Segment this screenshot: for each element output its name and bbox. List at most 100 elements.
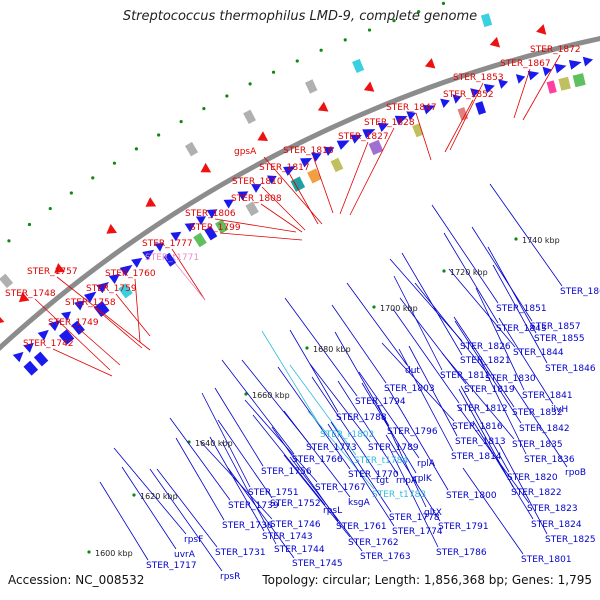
leader-line xyxy=(261,186,306,231)
leader-line xyxy=(221,359,295,455)
forward-gene-label: STER_1812 xyxy=(457,404,508,414)
forward-gene-label: STER_1746 xyxy=(270,520,321,530)
tick-dot xyxy=(225,94,229,98)
leader-line xyxy=(498,317,554,405)
leader-line xyxy=(312,155,334,214)
leader-line xyxy=(201,392,251,488)
forward-gene-arrow xyxy=(483,83,495,94)
forward-gene-label: STER_1774 xyxy=(392,527,443,537)
forward-gene-arrow xyxy=(223,199,235,209)
tick-mark xyxy=(305,346,309,350)
forward-gene-label: STER_1842 xyxy=(519,424,570,434)
leader-line xyxy=(260,203,303,233)
feature-block xyxy=(118,283,133,299)
tick-dot xyxy=(295,59,299,63)
feature-tracks xyxy=(0,13,586,376)
tick-label: 1680 kbp xyxy=(313,345,351,354)
forward-gene-label: rpoB xyxy=(565,468,586,478)
feature-block xyxy=(93,300,110,317)
leader-line xyxy=(77,327,121,366)
leader-line xyxy=(327,423,395,527)
forward-gene-label: STER_1855 xyxy=(534,334,585,344)
tick-label: 1620 kbp xyxy=(140,492,178,501)
forward-gene-arrow xyxy=(37,329,49,341)
feature-block xyxy=(245,201,259,217)
tick-mark xyxy=(372,305,376,309)
tick-dot xyxy=(367,28,372,32)
feature-block xyxy=(58,329,75,345)
forward-gene-label: STER_t1783 xyxy=(372,490,426,500)
forward-gene-arrow xyxy=(131,257,143,268)
forward-gene-label: STER_1761 xyxy=(336,522,387,532)
feature-block xyxy=(368,139,384,156)
forward-gene-label: STER_1744 xyxy=(274,545,325,555)
genome-backbone xyxy=(0,36,600,352)
leader-line xyxy=(449,82,484,151)
tick-dot xyxy=(271,70,276,74)
leader-line xyxy=(174,262,206,301)
leader-line xyxy=(339,141,369,215)
feature-block xyxy=(412,123,424,138)
forward-gene-arrow xyxy=(527,70,540,81)
leader-line xyxy=(56,276,151,351)
forward-gene-arrow xyxy=(74,300,85,311)
tick-dot xyxy=(157,133,161,137)
forward-gene-arrow xyxy=(568,60,582,70)
map-title: Streptococcus thermophilus LMD-9, comple… xyxy=(122,9,478,24)
reverse-gene-label: STER_1799 xyxy=(190,223,241,233)
forward-gene-label: STER_1820 xyxy=(507,473,558,483)
forward-gene-arrow xyxy=(206,209,218,219)
forward-gene-label: STER_1770 xyxy=(348,470,399,480)
leader-line xyxy=(311,376,379,476)
reverse-gene-label: STER_1818 xyxy=(283,146,334,156)
forward-gene-label: STER_1816 xyxy=(452,422,503,432)
forward-gene-arrow xyxy=(542,66,552,77)
reverse-gene-label: STER_1852 xyxy=(443,90,494,100)
feature-block xyxy=(193,232,207,248)
leader-line xyxy=(171,248,206,301)
tick-label: 1600 kbp xyxy=(95,549,133,558)
tick-dot xyxy=(248,82,252,86)
leader-line xyxy=(263,156,323,225)
forward-gene-arrow xyxy=(184,222,196,233)
forward-gene-label: STER_1731 xyxy=(215,548,266,558)
forward-gene-arrow xyxy=(48,320,61,332)
leader-line xyxy=(458,388,514,488)
leader-line xyxy=(512,384,568,468)
forward-gene-label: STER_1803 xyxy=(384,384,435,394)
forward-gene-label: STER_1835 xyxy=(512,440,563,450)
forward-gene-label: STER_1796 xyxy=(387,427,438,437)
forward-gene-label: STER_1778 xyxy=(389,513,440,523)
leader-line xyxy=(487,246,537,334)
forward-gene-label: STER_1800 xyxy=(446,491,497,501)
forward-gene-label: STER_1830 xyxy=(485,374,536,384)
forward-gene-label: STER_1801 xyxy=(521,555,572,565)
tick-dot xyxy=(202,106,206,111)
forward-gene-arrow xyxy=(61,311,72,321)
leader-line xyxy=(389,448,439,548)
leader-line xyxy=(522,54,561,121)
forward-gene-label: rpsL xyxy=(323,506,342,516)
reverse-gene-label: STER_1749 xyxy=(48,318,99,328)
leader-line xyxy=(252,414,326,506)
feature-block xyxy=(204,226,218,241)
tick-mark xyxy=(442,269,446,273)
leader-line xyxy=(330,421,392,513)
reverse-gene-arrow xyxy=(424,58,436,69)
tick-dot xyxy=(7,239,11,243)
reverse-gene-label: STER_1817 xyxy=(259,163,310,173)
feature-block xyxy=(163,252,177,267)
forward-gene-arrow xyxy=(251,184,262,193)
forward-gene-arrow xyxy=(237,191,249,201)
leader-line xyxy=(175,437,225,521)
leader-line xyxy=(513,68,531,119)
tick-dot xyxy=(112,161,117,165)
label-leaders xyxy=(34,54,568,572)
forward-gene-arrow xyxy=(283,166,296,176)
reverse-gene-arrow xyxy=(257,131,269,141)
leader-line xyxy=(334,331,390,427)
forward-gene-arrow xyxy=(119,264,133,276)
reverse-gene-label: STER_1847 xyxy=(386,103,437,113)
tick-dot xyxy=(48,206,52,211)
reverse-gene-label: STER_1872 xyxy=(530,45,581,55)
